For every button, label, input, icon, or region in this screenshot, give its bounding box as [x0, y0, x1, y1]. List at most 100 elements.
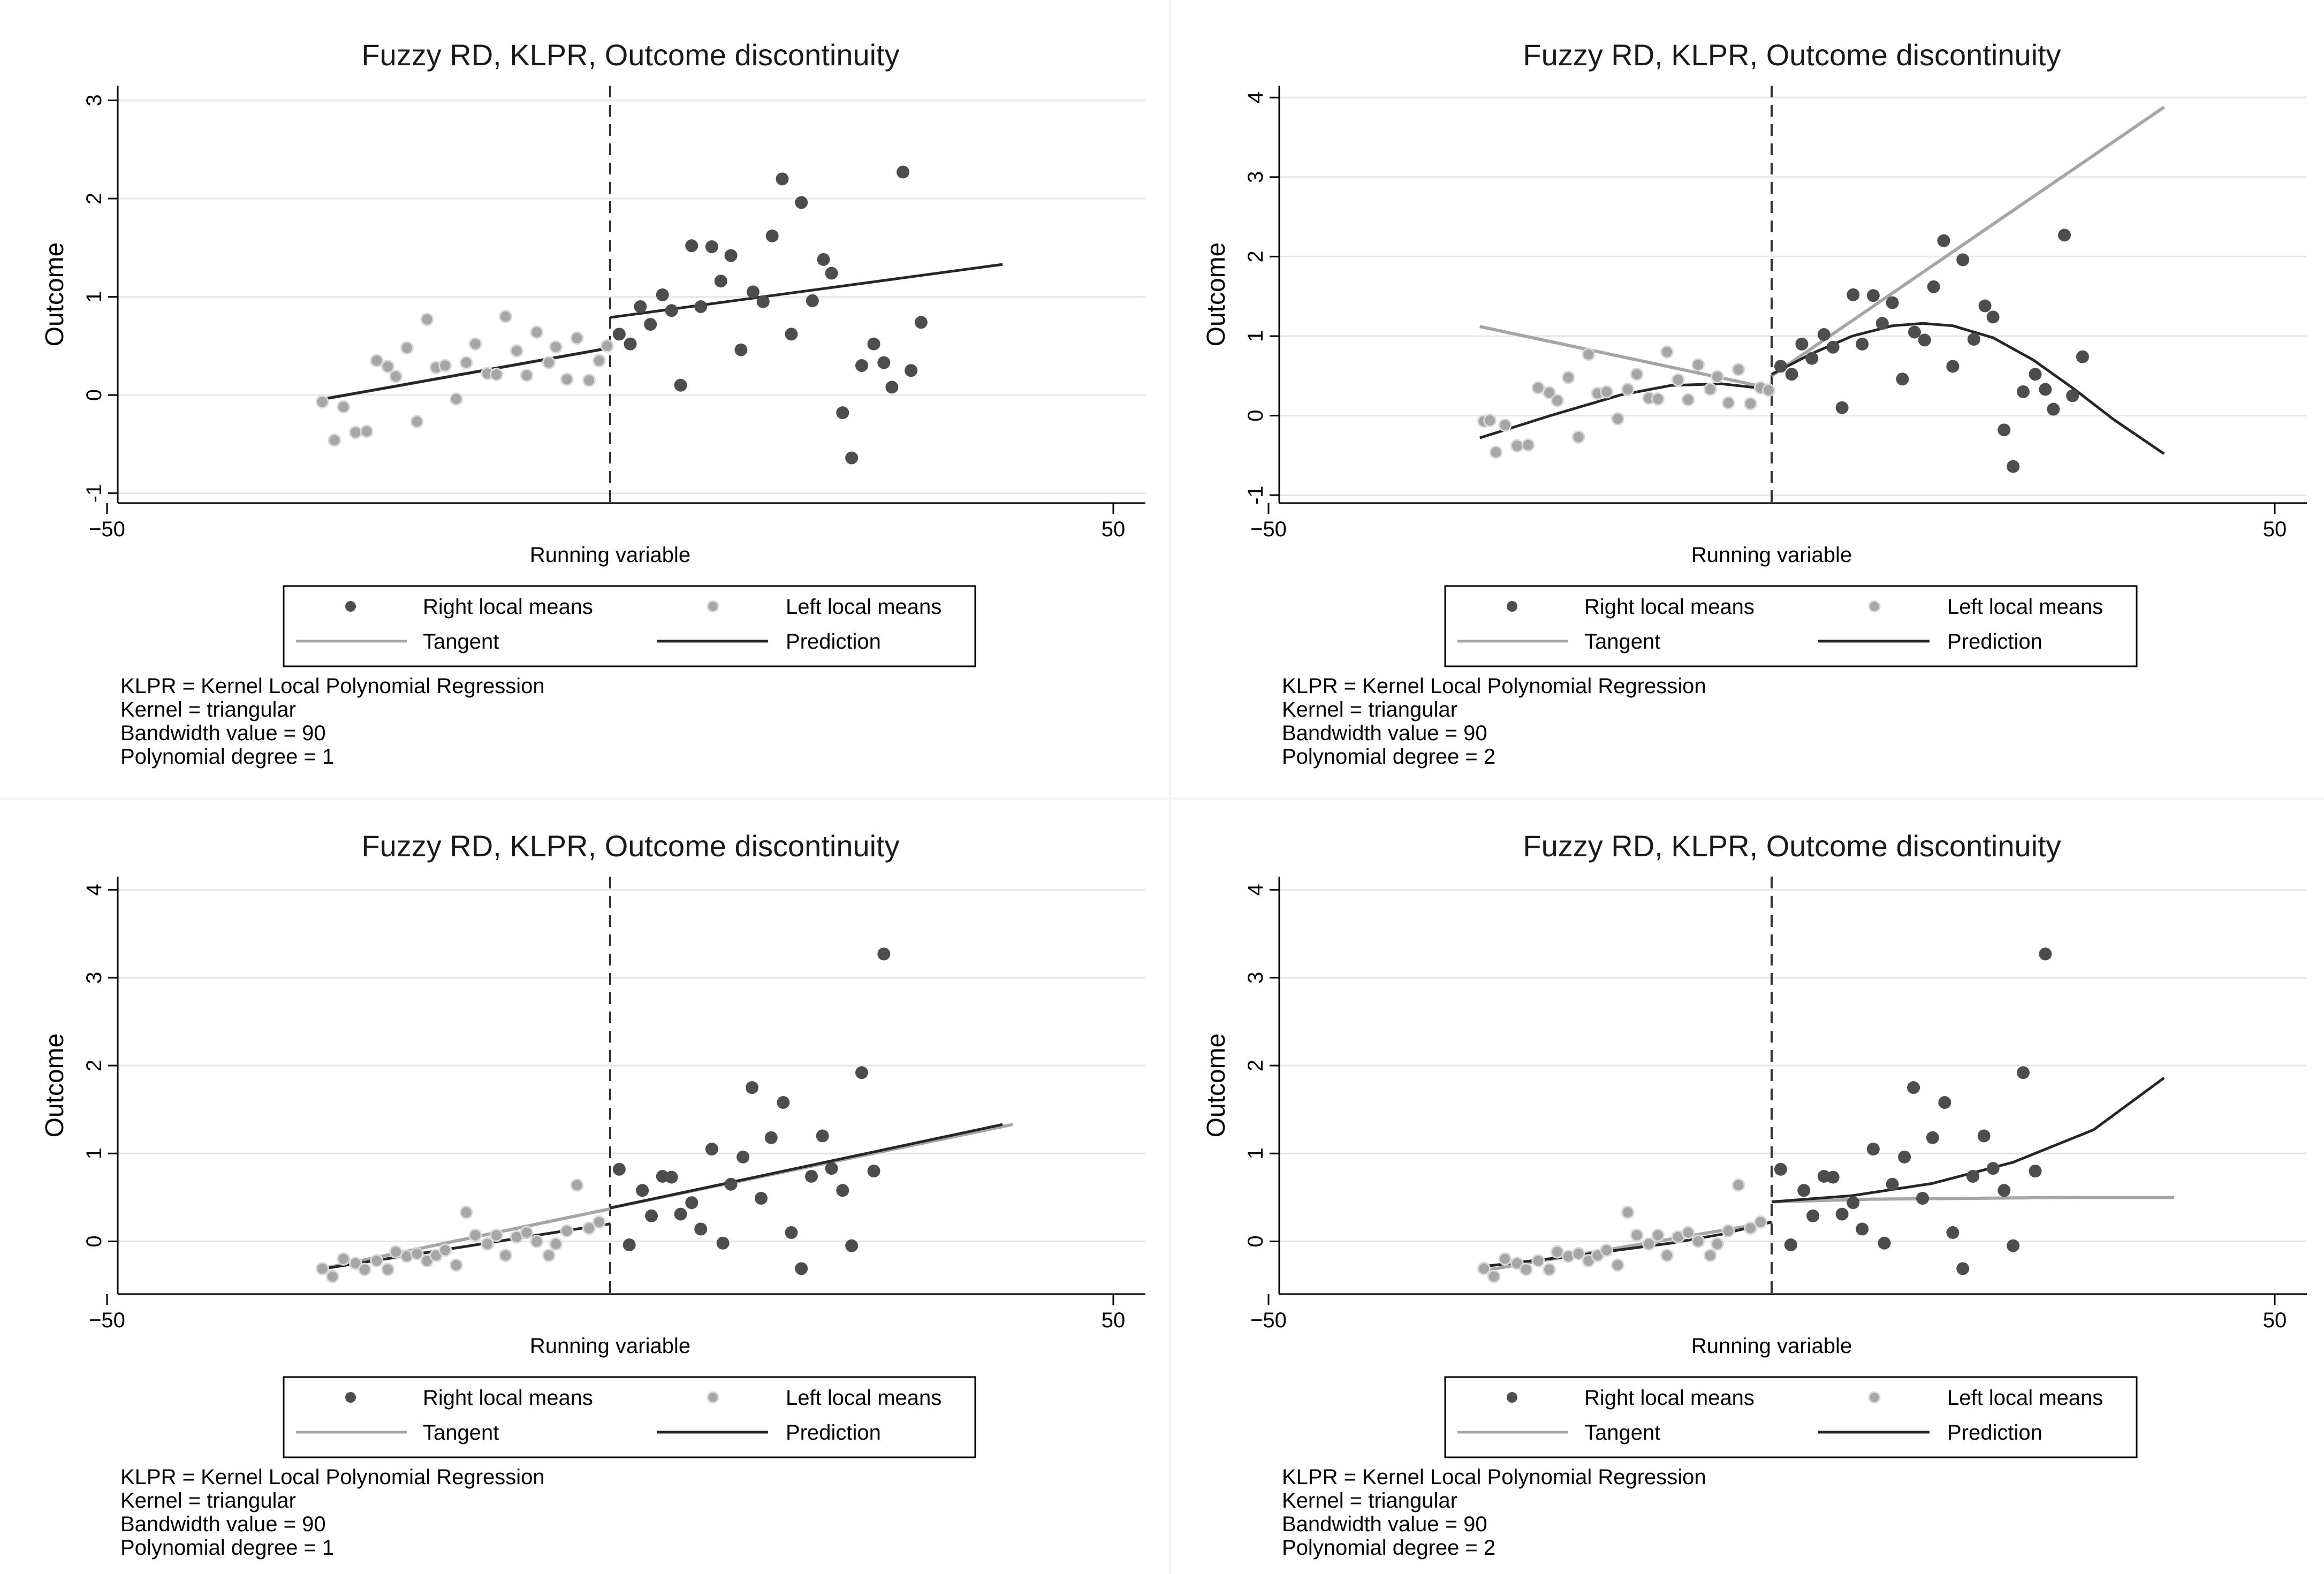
chart-panel-top-left: Fuzzy RD, KLPR, Outcome discontinuity -1 0… — [0, 0, 1156, 781]
left-mean-point — [1642, 1237, 1656, 1251]
right-mean-point — [612, 328, 626, 341]
left-mean-point — [1660, 1249, 1674, 1263]
left-mean-point — [481, 1237, 495, 1251]
chart-title: Fuzzy RD, KLPR, Outcome discontinuity — [361, 829, 899, 863]
y-tick-label: -1 — [1244, 485, 1267, 505]
left-mean-point — [1477, 1261, 1491, 1275]
note-line: Kernel = triangular — [1282, 698, 1457, 721]
right-mean-point — [1926, 1131, 1939, 1144]
left-mean-point — [1753, 1215, 1767, 1229]
left-mean-point — [1510, 1257, 1524, 1271]
right-mean-point — [714, 275, 727, 288]
right-mean-point — [1875, 317, 1889, 330]
y-tick-label: 0 — [82, 1235, 106, 1247]
left-mean-point — [549, 340, 563, 354]
right-mean-point — [694, 300, 708, 313]
left-mean-point — [389, 369, 403, 383]
right-mean-point — [656, 288, 669, 301]
left-mean-point — [337, 400, 351, 414]
left-mean-point — [459, 1205, 473, 1219]
left-mean-point — [592, 1215, 606, 1229]
left-mean-point — [370, 354, 384, 368]
right-mean-point — [1866, 1143, 1880, 1156]
chart-svg: Fuzzy RD, KLPR, Outcome discontinuity -1 0… — [41, 38, 1145, 667]
legend-left-label: Left local means — [786, 595, 941, 619]
right-mean-point — [1966, 1169, 1979, 1183]
y-tick-label: 3 — [82, 94, 106, 106]
right-mean-point — [746, 1081, 759, 1094]
left-mean-point — [1519, 1263, 1533, 1276]
left-mean-point — [498, 1249, 512, 1263]
legend-tangent-label: Tangent — [1584, 1421, 1660, 1444]
right-mean-point — [806, 294, 819, 307]
left-mean-point — [337, 1252, 351, 1266]
left-mean-point — [560, 1224, 574, 1238]
left-mean-point — [1703, 383, 1717, 397]
right-mean-point — [2029, 1165, 2042, 1178]
right-mean-point — [1986, 310, 2000, 324]
right-mean-point — [1898, 1150, 1911, 1164]
left-mean-point — [1744, 1221, 1758, 1235]
legend-tangent-label: Tangent — [423, 1421, 499, 1444]
left-mean-point — [1487, 1269, 1501, 1283]
left-mean-point — [1721, 1224, 1735, 1238]
y-tick-label: 3 — [82, 972, 106, 984]
left-mean-point — [325, 1269, 339, 1283]
left-mean-point — [1611, 412, 1624, 426]
left-mean-point — [592, 354, 606, 368]
right-mean-point — [2007, 460, 2020, 473]
left-mean-point — [1582, 347, 1596, 361]
chart-panel-bottom-right: Fuzzy RD, KLPR, Outcome discontinuity 0 1 2… — [1161, 791, 2318, 1572]
note-line: Bandwidth value = 90 — [120, 721, 326, 745]
right-mean-point — [2017, 385, 2030, 398]
prediction-line-left — [318, 346, 611, 401]
left-mean-point — [600, 339, 614, 353]
right-mean-point — [1938, 1096, 1951, 1109]
y-tick-label: 4 — [1244, 884, 1267, 896]
left-mean-point — [381, 1263, 395, 1276]
y-tick-label: 1 — [1244, 330, 1267, 342]
y-tick-label: 1 — [82, 1147, 106, 1159]
right-mean-point — [746, 285, 760, 299]
right-mean-point — [755, 1192, 768, 1205]
x-tick-label: 50 — [2263, 518, 2287, 541]
right-mean-point — [914, 316, 928, 329]
legend-left-label: Left local means — [1947, 595, 2103, 619]
x-tick-label: 50 — [2263, 1309, 2287, 1332]
right-mean-point — [825, 1162, 838, 1175]
left-mean-point — [381, 360, 395, 374]
chart-title: Fuzzy RD, KLPR, Outcome discontinuity — [1523, 829, 2061, 863]
right-mean-point — [1916, 1192, 1929, 1205]
panel-separator-horizontal — [0, 797, 2324, 800]
left-mean-point — [1571, 1246, 1585, 1260]
right-mean-point — [855, 1066, 868, 1079]
right-mean-point — [2029, 368, 2042, 381]
right-mean-point — [885, 381, 899, 394]
prediction-line-left — [1479, 382, 1772, 439]
left-mean-point — [520, 368, 534, 382]
right-mean-point — [817, 253, 830, 266]
left-mean-point — [490, 368, 504, 382]
chart-title: Fuzzy RD, KLPR, Outcome discontinuity — [1523, 38, 2061, 72]
right-mean-point — [905, 364, 918, 377]
x-tick-label: 50 — [1102, 1309, 1126, 1332]
right-mean-point — [1998, 423, 2011, 437]
left-mean-point — [1531, 1254, 1545, 1268]
chart-notes: KLPR = Kernel Local Polynomial Regressio… — [1282, 674, 1706, 769]
right-mean-point — [674, 378, 687, 392]
right-mean-point — [2007, 1239, 2020, 1252]
right-mean-point — [1886, 1177, 1899, 1191]
legend: Right local means Left local means Tangent… — [283, 585, 976, 667]
right-mean-point — [1774, 1162, 1787, 1176]
right-mean-point — [836, 1184, 849, 1197]
note-line: Kernel = triangular — [120, 698, 296, 721]
left-mean-point — [438, 1243, 452, 1257]
right-mean-point — [816, 1129, 829, 1143]
right-mean-point — [1784, 1238, 1797, 1252]
right-mean-point — [694, 1222, 708, 1236]
chart-notes: KLPR = Kernel Local Polynomial Regressio… — [1282, 1465, 1706, 1560]
left-mean-point — [370, 1254, 384, 1268]
legend-left-marker — [1868, 600, 1881, 613]
left-mean-point — [1721, 396, 1735, 410]
right-mean-point — [645, 1209, 658, 1222]
